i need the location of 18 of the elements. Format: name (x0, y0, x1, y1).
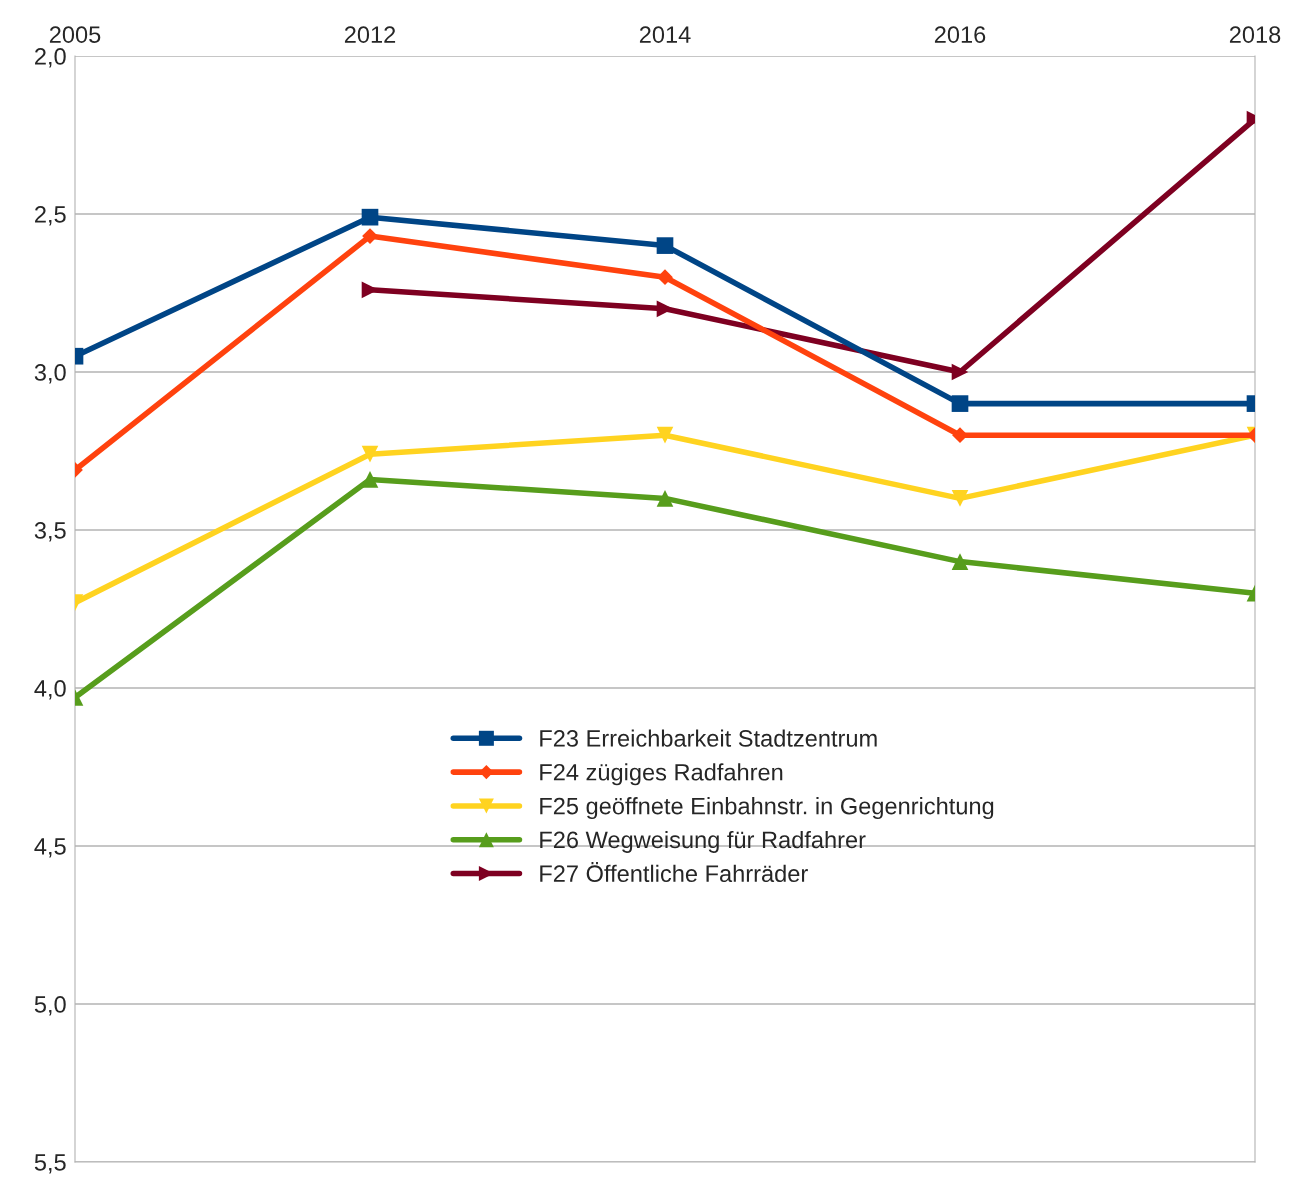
x-tick-label: 2018 (1229, 26, 1281, 43)
y-tick-label: 3,5 (34, 522, 66, 542)
y-tick-label: 4,0 (34, 680, 66, 700)
y-tick-label: 5,0 (34, 996, 66, 1016)
legend-label: F27 Öffentliche Fahrräder (540, 862, 808, 883)
x-tick-label: 2016 (934, 26, 986, 43)
legend-label: F23 Erreichbarkeit Stadtzentrum (540, 729, 877, 747)
legend-label: F24 zügiges Radfahren (540, 763, 783, 786)
x-tick-label: 2005 (49, 26, 101, 43)
y-tick-label: 2,5 (35, 206, 66, 226)
y-tick-label: 3,0 (34, 364, 66, 384)
y-tick-label: 5,5 (34, 1154, 66, 1174)
legend-label: F26 Wegweisung für Radfahrer (540, 830, 866, 853)
y-tick-label: 2,0 (35, 48, 66, 68)
y-tick-label: 4,5 (34, 838, 66, 858)
legend-label: F25 geöffnete Einbahnstr. in Gegenrichtung (540, 797, 994, 820)
x-tick-label: 2014 (639, 26, 691, 43)
x-tick-label: 2012 (344, 26, 396, 43)
